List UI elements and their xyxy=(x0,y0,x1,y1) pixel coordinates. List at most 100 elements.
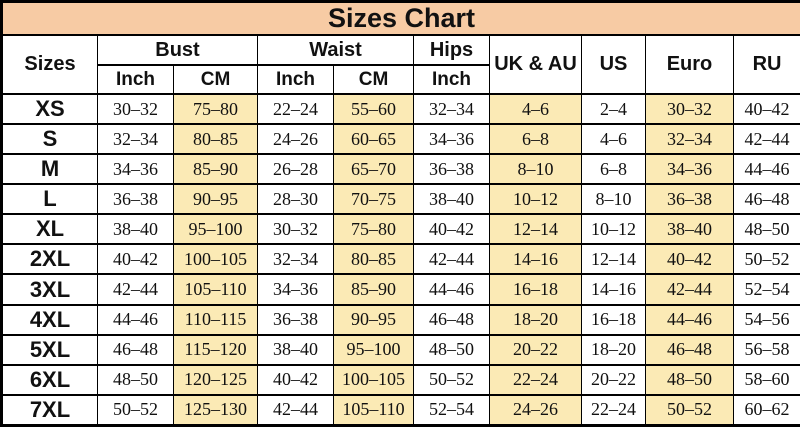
cell-bust-cm: 105–110 xyxy=(173,273,258,306)
cell-ru: 60–62 xyxy=(732,393,800,427)
table-row: L 36–38 90–95 28–30 70–75 38–40 10–12 8–10 36–38… xyxy=(1,183,800,216)
cell-uk-au: 10–12 xyxy=(489,183,582,216)
cell-euro: 42–44 xyxy=(645,273,734,306)
cell-waist-cm: 55–60 xyxy=(333,92,414,126)
title-row: Sizes Chart xyxy=(0,0,800,36)
cell-waist-cm: 70–75 xyxy=(333,183,414,216)
cell-us: 22–24 xyxy=(581,393,646,427)
cell-waist-inch: 36–38 xyxy=(257,303,334,336)
header-hips: Hips xyxy=(413,34,490,66)
cell-hips-inch: 48–50 xyxy=(413,333,490,366)
cell-waist-inch: 40–42 xyxy=(257,363,334,396)
cell-waist-cm: 75–80 xyxy=(333,213,414,246)
cell-waist-inch: 24–26 xyxy=(257,123,334,156)
cell-uk-au: 14–16 xyxy=(489,243,582,276)
cell-hips-inch: 52–54 xyxy=(413,393,490,427)
cell-waist-inch: 30–32 xyxy=(257,213,334,246)
cell-uk-au: 8–10 xyxy=(489,153,582,186)
cell-euro: 34–36 xyxy=(645,153,734,186)
cell-hips-inch: 46–48 xyxy=(413,303,490,336)
page-title: Sizes Chart xyxy=(0,0,800,36)
header-waist: Waist xyxy=(257,34,414,66)
cell-bust-cm: 80–85 xyxy=(173,123,258,156)
table-row: 5XL 46–48 115–120 38–40 95–100 48–50 20–22 18–2… xyxy=(1,333,800,366)
header-ru: RU xyxy=(732,34,800,95)
cell-us: 12–14 xyxy=(581,243,646,276)
cell-ru: 56–58 xyxy=(732,333,800,366)
cell-bust-cm: 90–95 xyxy=(173,183,258,216)
header-sub-row: Inch CM Inch CM Inch xyxy=(2,64,800,95)
cell-us: 2–4 xyxy=(581,92,646,126)
table-row: 3XL 42–44 105–110 34–36 85–90 44–46 16–18 14–16… xyxy=(1,273,800,306)
cell-waist-cm: 80–85 xyxy=(333,243,414,276)
cell-waist-cm: 60–65 xyxy=(333,123,414,156)
cell-waist-inch: 34–36 xyxy=(257,273,334,306)
cell-bust-inch: 48–50 xyxy=(97,363,174,396)
cell-euro: 38–40 xyxy=(645,213,734,246)
cell-uk-au: 12–14 xyxy=(489,213,582,246)
cell-bust-cm: 115–120 xyxy=(173,333,258,366)
cell-size: 6XL xyxy=(1,363,98,396)
cell-bust-cm: 125–130 xyxy=(173,393,258,427)
cell-euro: 50–52 xyxy=(645,393,734,427)
cell-bust-inch: 40–42 xyxy=(97,243,174,276)
cell-waist-cm: 95–100 xyxy=(333,333,414,366)
cell-bust-inch: 36–38 xyxy=(97,183,174,216)
cell-waist-cm: 90–95 xyxy=(333,303,414,336)
cell-waist-inch: 32–34 xyxy=(257,243,334,276)
cell-ru: 58–60 xyxy=(732,363,800,396)
cell-waist-cm: 105–110 xyxy=(333,393,414,427)
cell-size: 5XL xyxy=(1,333,98,366)
cell-hips-inch: 50–52 xyxy=(413,363,490,396)
cell-size: 4XL xyxy=(1,303,98,336)
table-row: 6XL 48–50 120–125 40–42 100–105 50–52 22–24 20–… xyxy=(1,363,800,396)
table-row: 7XL 50–52 125–130 42–44 105–110 52–54 24–26 22–… xyxy=(1,393,800,427)
cell-bust-inch: 44–46 xyxy=(97,303,174,336)
cell-bust-inch: 46–48 xyxy=(97,333,174,366)
cell-hips-inch: 32–34 xyxy=(413,92,490,126)
header-group-row: Sizes Bust Waist Hips UK & AU US Euro RU xyxy=(1,34,800,95)
cell-ru: 52–54 xyxy=(732,273,800,306)
cell-bust-cm: 85–90 xyxy=(173,153,258,186)
cell-uk-au: 22–24 xyxy=(489,363,582,396)
cell-size: XS xyxy=(1,92,98,126)
cell-size: L xyxy=(1,183,98,216)
table-row: 2XL 40–42 100–105 32–34 80–85 42–44 14–16 12–14… xyxy=(1,243,800,276)
cell-bust-cm: 95–100 xyxy=(173,213,258,246)
cell-ru: 44–46 xyxy=(732,153,800,186)
cell-euro: 30–32 xyxy=(645,92,734,126)
cell-hips-inch: 34–36 xyxy=(413,123,490,156)
cell-uk-au: 24–26 xyxy=(489,393,582,427)
header-us: US xyxy=(581,34,646,95)
table-row: XS 30–32 75–80 22–24 55–60 32–34 4–6 2–4 30–32 40… xyxy=(1,92,800,126)
table-row: M 34–36 85–90 26–28 65–70 36–38 8–10 6–8 34–36 44… xyxy=(1,153,800,186)
cell-bust-cm: 100–105 xyxy=(173,243,258,276)
cell-waist-inch: 22–24 xyxy=(257,92,334,126)
cell-waist-cm: 85–90 xyxy=(333,273,414,306)
cell-uk-au: 4–6 xyxy=(489,92,582,126)
cell-ru: 54–56 xyxy=(732,303,800,336)
cell-waist-cm: 100–105 xyxy=(333,363,414,396)
cell-bust-cm: 110–115 xyxy=(173,303,258,336)
header-euro: Euro xyxy=(645,34,734,95)
cell-us: 16–18 xyxy=(581,303,646,336)
header-hips-inch: Inch xyxy=(413,64,490,95)
cell-us: 14–16 xyxy=(581,273,646,306)
cell-us: 10–12 xyxy=(581,213,646,246)
cell-bust-inch: 42–44 xyxy=(97,273,174,306)
header-bust-cm: CM xyxy=(173,64,258,95)
cell-bust-inch: 34–36 xyxy=(97,153,174,186)
cell-hips-inch: 36–38 xyxy=(413,153,490,186)
cell-us: 20–22 xyxy=(581,363,646,396)
table-row: XL 38–40 95–100 30–32 75–80 40–42 12–14 10–12 38… xyxy=(1,213,800,246)
cell-bust-cm: 75–80 xyxy=(173,92,258,126)
cell-uk-au: 16–18 xyxy=(489,273,582,306)
cell-size: S xyxy=(1,123,98,156)
cell-size: 2XL xyxy=(1,243,98,276)
cell-bust-cm: 120–125 xyxy=(173,363,258,396)
cell-waist-inch: 26–28 xyxy=(257,153,334,186)
cell-euro: 48–50 xyxy=(645,363,734,396)
header-waist-cm: CM xyxy=(333,64,414,95)
header-sizes: Sizes xyxy=(1,34,98,95)
